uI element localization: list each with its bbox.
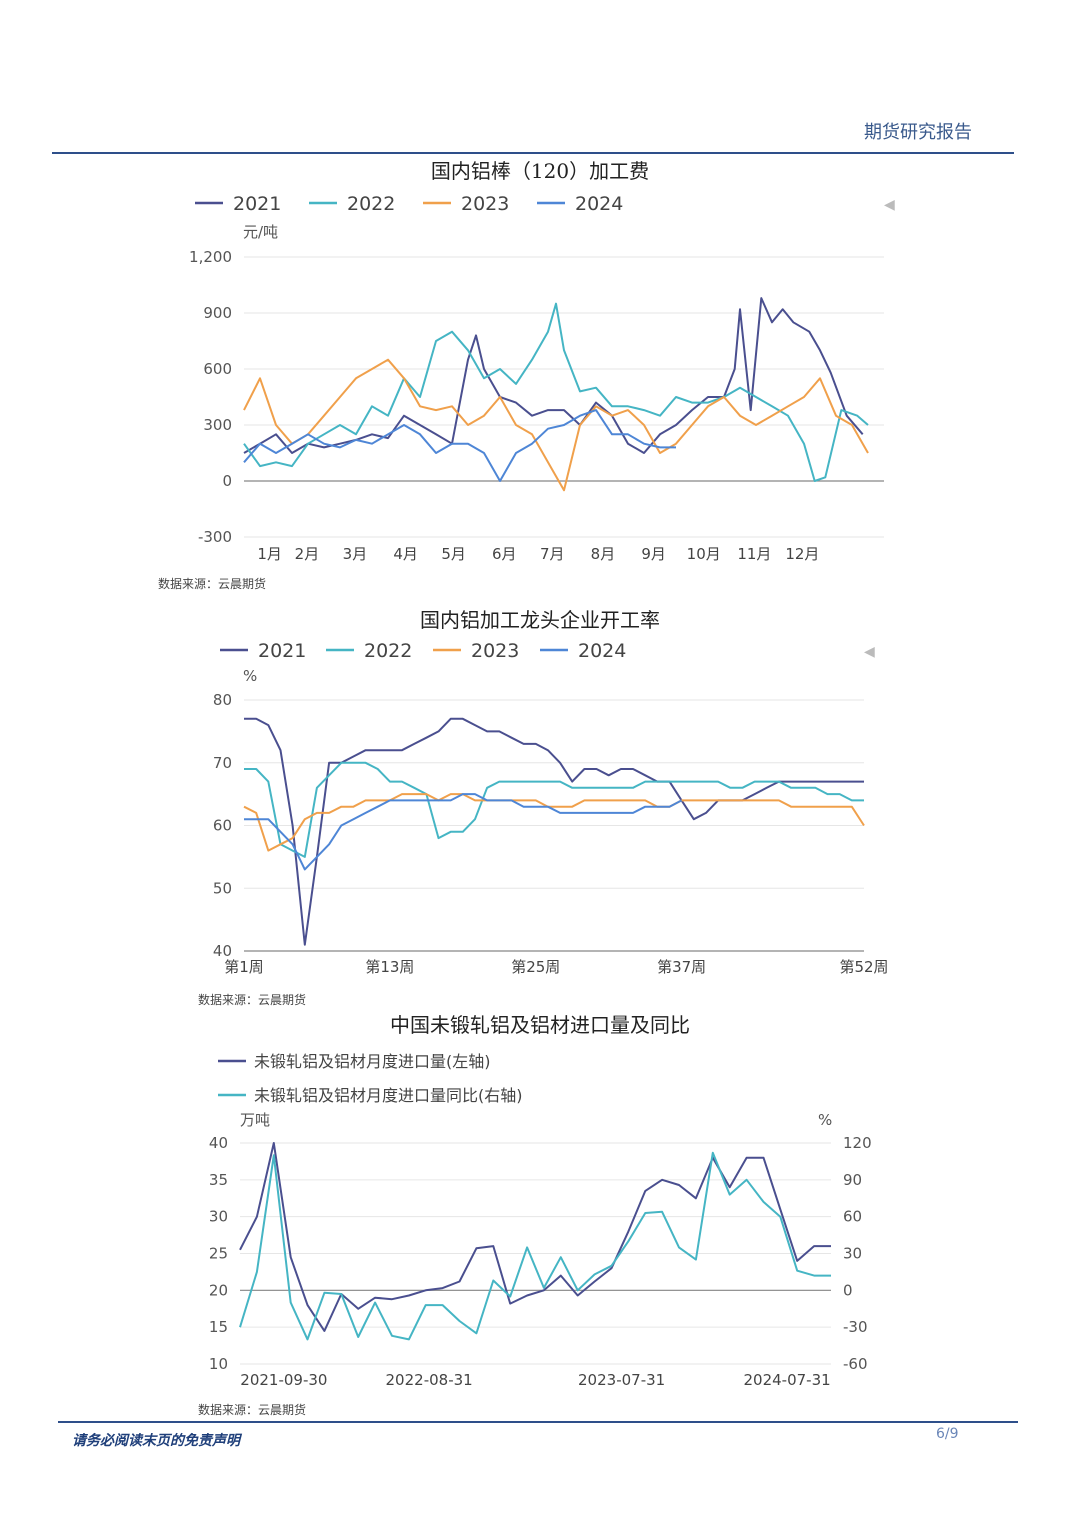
chart1-source: 数据来源：云晨期货 xyxy=(158,577,267,591)
x-tick-label: 4月 xyxy=(393,545,418,563)
chart2-source: 数据来源：云晨期货 xyxy=(198,993,307,1007)
y-tick-label: 60 xyxy=(213,817,232,835)
legend-label: 2022 xyxy=(347,193,395,215)
footer-disclaimer: 请务必阅读末页的免责声明 xyxy=(72,1433,240,1449)
series-line-4 xyxy=(243,409,676,482)
series-line-2 xyxy=(244,761,864,858)
x-tick-label: 7月 xyxy=(540,545,565,563)
x-tick-label: 12月 xyxy=(785,545,819,563)
y-tick-label: 600 xyxy=(203,360,232,378)
x-tick-label: 第52周 xyxy=(839,958,888,976)
series-line-1 xyxy=(243,297,864,454)
x-tick-label: 2024-07-31 xyxy=(744,1371,831,1389)
x-tick-label: 2021-09-30 xyxy=(240,1371,327,1389)
x-tick-label: 3月 xyxy=(343,545,368,563)
chart2-operating-rate: 2021 2022 2023 2024 ◀ 40 50 60 70 80 第1周 第13周 第25周 第3… xyxy=(213,640,889,976)
y-tick-label: 20 xyxy=(209,1281,228,1299)
x-tick-label: 11月 xyxy=(737,545,771,563)
y-tick-label: 10 xyxy=(209,1355,228,1373)
legend-label: 2024 xyxy=(578,640,626,662)
chart1-title: 国内铝棒（120）加工费 xyxy=(430,159,650,183)
legend-label: 未锻轧铝及铝材月度进口量(左轴) xyxy=(254,1052,491,1071)
series-line-4 xyxy=(244,793,683,871)
y-tick-label: 0 xyxy=(222,472,232,490)
y2-tick-label: 60 xyxy=(843,1208,862,1226)
chart3-title: 中国未锻轧铝及铝材进口量及同比 xyxy=(390,1013,690,1037)
x-tick-label: 第1周 xyxy=(224,958,264,976)
y2-tick-label: 30 xyxy=(843,1245,862,1263)
x-tick-label: 第13周 xyxy=(365,958,414,976)
footer-divider xyxy=(58,1421,1018,1423)
page-number: 6/9 xyxy=(936,1426,959,1442)
x-tick-label: 2022-08-31 xyxy=(386,1371,473,1389)
legend-label: 2023 xyxy=(461,193,509,215)
y-tick-label: 900 xyxy=(203,304,232,322)
x-tick-label: 5月 xyxy=(441,545,466,563)
chart2-title: 国内铝加工龙头企业开工率 xyxy=(420,608,660,632)
x-tick-label: 8月 xyxy=(591,545,616,563)
y2-tick-label: -60 xyxy=(843,1355,868,1373)
chart1-aluminum-rod-processing-fee: 2021 2022 2023 2024 ◀ -300 0 300 600 900 1,200 1月 2月… xyxy=(189,193,895,563)
legend-label: 2023 xyxy=(471,640,519,662)
series-line-3 xyxy=(243,358,869,492)
x-tick-label: 6月 xyxy=(492,545,517,563)
y-tick-label: 70 xyxy=(213,754,232,772)
series-line-1 xyxy=(239,1142,831,1332)
legend-label: 2021 xyxy=(233,193,281,215)
chart3-import-volume: 未锻轧铝及铝材月度进口量(左轴) 未锻轧铝及铝材月度进口量同比(右轴) 10 15 20… xyxy=(209,1052,872,1389)
y-tick-label: 80 xyxy=(213,691,232,709)
y-tick-label: 25 xyxy=(209,1245,228,1263)
legend-label: 2024 xyxy=(575,193,623,215)
y2-tick-label: 90 xyxy=(843,1171,862,1189)
series-line-3 xyxy=(243,793,865,852)
legend-label: 2022 xyxy=(364,640,412,662)
y-tick-label: 300 xyxy=(203,416,232,434)
y-axis-unit: 元/吨 xyxy=(243,223,278,241)
legend-label: 未锻轧铝及铝材月度进口量同比(右轴) xyxy=(254,1086,523,1105)
header-divider xyxy=(52,152,1014,154)
y-tick-label: 40 xyxy=(209,1134,228,1152)
y2-axis-unit: % xyxy=(818,1111,832,1129)
x-tick-label: 9月 xyxy=(641,545,666,563)
y2-tick-label: 0 xyxy=(843,1281,853,1299)
series-line-1 xyxy=(244,717,864,946)
y-tick-label: 50 xyxy=(213,879,232,897)
chart3-source: 数据来源：云晨期货 xyxy=(198,1403,307,1417)
report-header-title: 期货研究报告 xyxy=(864,122,972,143)
y2-tick-label: -30 xyxy=(843,1318,868,1336)
x-tick-label: 2月 xyxy=(295,545,320,563)
legend-label: 2021 xyxy=(258,640,306,662)
x-tick-label: 2023-07-31 xyxy=(578,1371,665,1389)
y-axis-unit: 万吨 xyxy=(240,1111,270,1129)
x-tick-label: 10月 xyxy=(687,545,721,563)
y-tick-label: -300 xyxy=(198,528,232,546)
y2-tick-label: 120 xyxy=(843,1134,872,1152)
y-tick-label: 40 xyxy=(213,942,232,960)
x-tick-label: 第37周 xyxy=(657,958,706,976)
y-tick-label: 30 xyxy=(209,1208,228,1226)
y-tick-label: 35 xyxy=(209,1171,228,1189)
series-line-2 xyxy=(243,302,869,482)
x-tick-label: 1月 xyxy=(257,545,282,563)
y-tick-label: 1,200 xyxy=(189,248,232,266)
x-tick-label: 第25周 xyxy=(511,958,560,976)
legend-scroll-arrow: ◀ xyxy=(884,197,895,213)
y-axis-unit: % xyxy=(243,667,257,685)
legend-scroll-arrow: ◀ xyxy=(864,644,875,660)
series-line-2 xyxy=(239,1151,831,1341)
y-tick-label: 15 xyxy=(209,1318,228,1336)
